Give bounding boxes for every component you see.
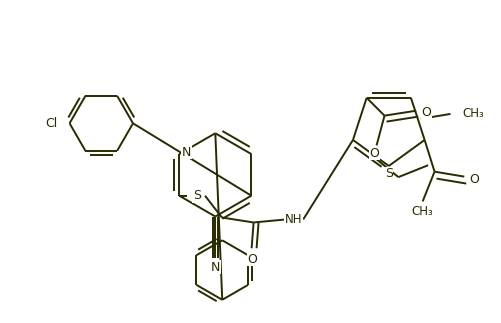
Text: O: O	[369, 147, 379, 160]
Text: NH: NH	[284, 213, 302, 226]
Text: O: O	[420, 106, 430, 119]
Text: Cl: Cl	[45, 117, 58, 130]
Text: O: O	[468, 173, 478, 186]
Text: S: S	[193, 189, 201, 202]
Text: O: O	[247, 253, 257, 266]
Text: CH₃: CH₃	[461, 108, 483, 120]
Text: N: N	[210, 261, 219, 274]
Text: CH₃: CH₃	[411, 205, 433, 218]
Text: S: S	[384, 167, 392, 180]
Text: N: N	[181, 146, 190, 159]
